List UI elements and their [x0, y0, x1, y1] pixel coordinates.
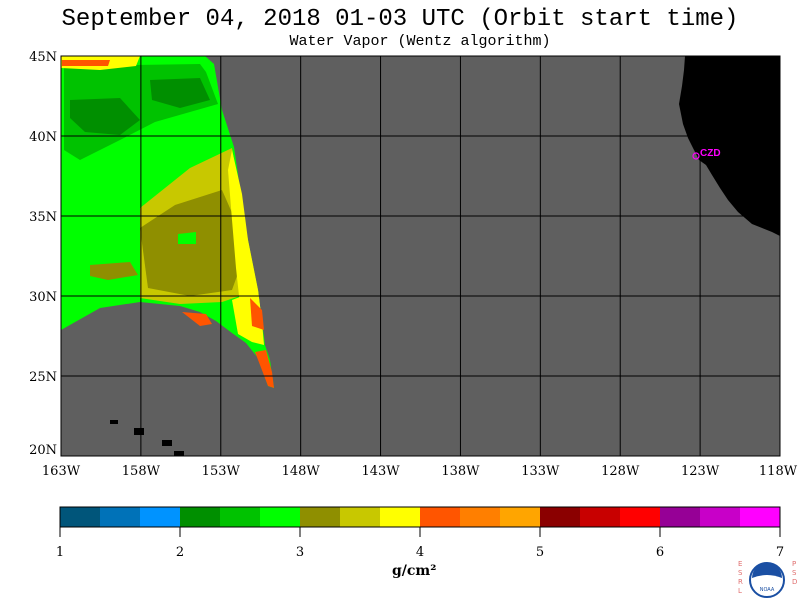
lat-label: 20N — [29, 443, 57, 458]
coastline-land — [679, 56, 780, 236]
lat-label: 40N — [29, 130, 57, 145]
colorbar-swatch — [100, 507, 141, 527]
station-marker: CZD — [692, 148, 721, 160]
colorbar-tick-labels: 1 2 3 4 5 6 7 — [56, 527, 784, 560]
colorbar-swatch — [140, 507, 181, 527]
colorbar-tick-label: 7 — [776, 545, 784, 560]
colorbar-swatch — [540, 507, 581, 527]
colorbar-swatch — [420, 507, 461, 527]
lon-label: 118W — [759, 464, 798, 479]
graticule — [60, 55, 781, 457]
colorbar-swatch — [260, 507, 301, 527]
lon-label: 128W — [601, 464, 640, 479]
lon-label: 158W — [122, 464, 161, 479]
colorbar-swatch — [740, 507, 781, 527]
station-label: CZD — [700, 148, 721, 159]
colorbar — [59, 506, 781, 528]
map-subtitle: Water Vapor (Wentz algorithm) — [289, 33, 551, 50]
colorbar-swatch — [620, 507, 661, 527]
colorbar-swatch — [380, 507, 421, 527]
svg-text:PSD: PSD — [792, 560, 797, 586]
lat-label: 45N — [29, 50, 57, 65]
lat-label: 35N — [29, 210, 57, 225]
hawaiian-islands — [110, 420, 184, 456]
lon-label: 163W — [42, 464, 81, 479]
lon-label: 123W — [681, 464, 720, 479]
lat-label: 30N — [29, 290, 57, 305]
lat-label: 25N — [29, 370, 57, 385]
colorbar-swatch — [460, 507, 501, 527]
colorbar-swatch — [300, 507, 341, 527]
colorbar-swatch — [580, 507, 621, 527]
colorbar-swatch — [700, 507, 741, 527]
lon-label: 153W — [202, 464, 241, 479]
colorbar-swatch — [220, 507, 261, 527]
longitude-labels: 163W 158W 153W 148W 143W 138W 133W 128W 123W 118W — [42, 464, 798, 479]
latitude-labels: 45N 40N 35N 30N 25N 20N — [29, 50, 57, 458]
colorbar-swatch — [340, 507, 381, 527]
colorbar-units: g/cm² — [392, 563, 437, 579]
lon-label: 148W — [282, 464, 321, 479]
colorbar-tick-label: 1 — [56, 545, 64, 560]
lon-label: 143W — [361, 464, 400, 479]
colorbar-swatch — [660, 507, 701, 527]
colorbar-tick-label: 6 — [656, 545, 664, 560]
lon-label: 138W — [441, 464, 480, 479]
colorbar-tick-label: 5 — [536, 545, 544, 560]
logo-text: NOAA — [760, 587, 775, 593]
colorbar-tick-label: 4 — [416, 545, 424, 560]
colorbar-tick-label: 3 — [296, 545, 304, 560]
lon-label: 133W — [521, 464, 560, 479]
colorbar-swatch — [60, 507, 101, 527]
colorbar-swatch — [180, 507, 221, 527]
colorbar-swatch — [500, 507, 541, 527]
colorbar-tick-label: 2 — [176, 545, 184, 560]
map-title: September 04, 2018 01-03 UTC (Orbit star… — [61, 6, 739, 33]
